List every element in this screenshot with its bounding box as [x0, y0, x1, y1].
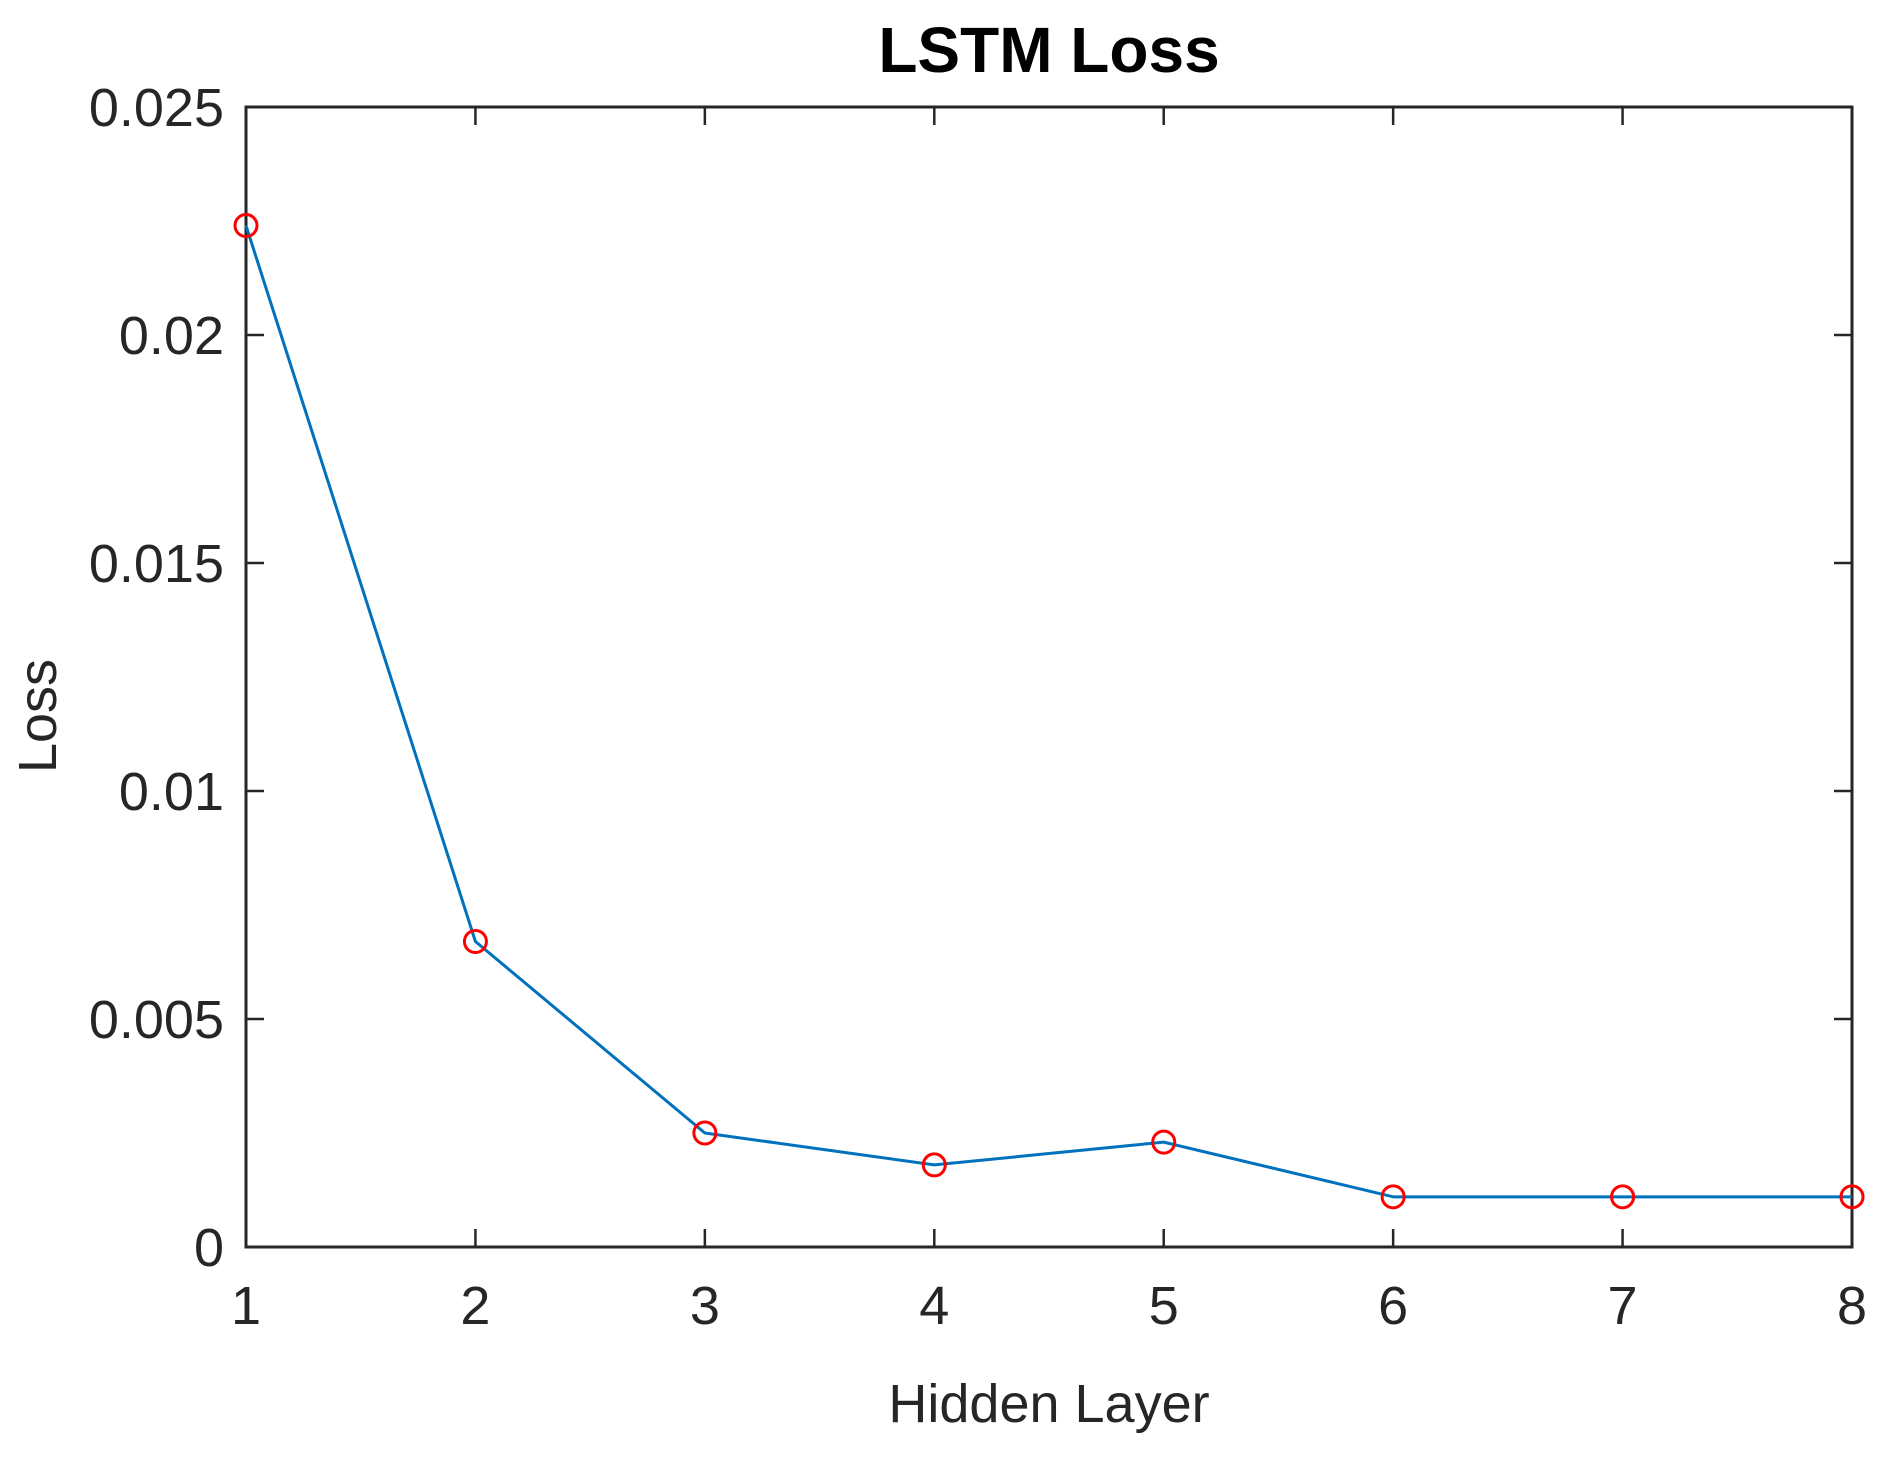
y-tick-label: 0.015	[89, 534, 224, 594]
data-point-marker	[1610, 1184, 1636, 1210]
x-axis-label: Hidden Layer	[888, 1374, 1209, 1434]
data-point-marker	[692, 1120, 718, 1146]
plot-frame	[244, 105, 1854, 1249]
y-tick-label: 0.01	[119, 762, 224, 822]
x-tick-label: 4	[919, 1276, 949, 1336]
x-tick-label: 1	[231, 1276, 261, 1336]
markers-group	[233, 213, 1865, 1210]
y-tick-label: 0.02	[119, 306, 224, 366]
y-tick-label: 0	[194, 1218, 224, 1278]
x-tick-label: 5	[1149, 1276, 1179, 1336]
x-tick-label: 7	[1608, 1276, 1638, 1336]
data-point-marker	[921, 1152, 947, 1178]
x-tick-label: 3	[690, 1276, 720, 1336]
data-point-marker	[233, 213, 259, 239]
data-point-marker	[462, 928, 488, 954]
series-line	[244, 225, 1852, 1199]
data-point-marker	[1151, 1129, 1177, 1155]
x-tick-label: 2	[460, 1276, 490, 1336]
axis-tick-labels: 1 2 3 4 5 6 7 8 0 0.005 0.01 0.015 0.02 0.025	[89, 78, 1867, 1336]
chart-title: LSTM Loss	[878, 14, 1219, 86]
x-tick-label: 8	[1837, 1276, 1867, 1336]
series-group	[244, 225, 1852, 1199]
data-point-marker	[1839, 1184, 1865, 1210]
y-axis-label: Loss	[8, 659, 68, 773]
y-tick-label: 0.005	[89, 990, 224, 1050]
x-tick-label: 6	[1378, 1276, 1408, 1336]
data-point-marker	[1380, 1184, 1406, 1210]
y-tick-label: 0.025	[89, 78, 224, 138]
